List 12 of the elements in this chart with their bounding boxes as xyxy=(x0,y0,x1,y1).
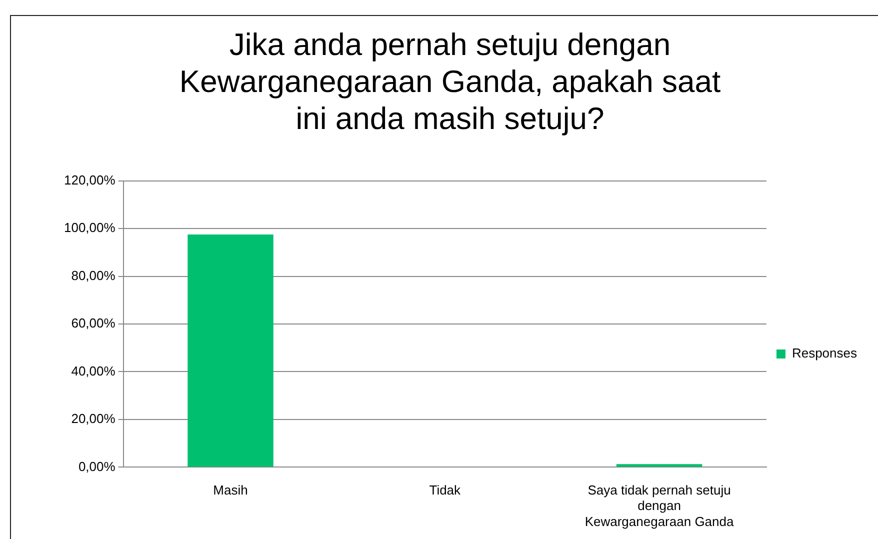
x-tick-label: Saya tidak pernah setuju dengan Kewarganegaraan Ganda xyxy=(584,482,734,529)
y-tick-label: 100,00% xyxy=(64,220,116,236)
y-tick-label: 0,00% xyxy=(78,458,116,474)
y-tick-label: 20,00% xyxy=(71,411,116,426)
y-tick-label: 40,00% xyxy=(71,363,116,378)
y-tick-label: 60,00% xyxy=(71,316,116,331)
y-tick-label: 80,00% xyxy=(71,268,116,283)
x-tick-label: Tidak xyxy=(429,482,462,498)
chart-title: Jika anda pernah setuju dengan Kewarganegaraan Ganda, apakah saat ini anda masih setuju? xyxy=(178,26,722,137)
legend-label: Responses xyxy=(792,346,858,361)
y-tick-label: 120,00% xyxy=(64,172,116,188)
x-tick-label: Masih xyxy=(213,482,248,498)
